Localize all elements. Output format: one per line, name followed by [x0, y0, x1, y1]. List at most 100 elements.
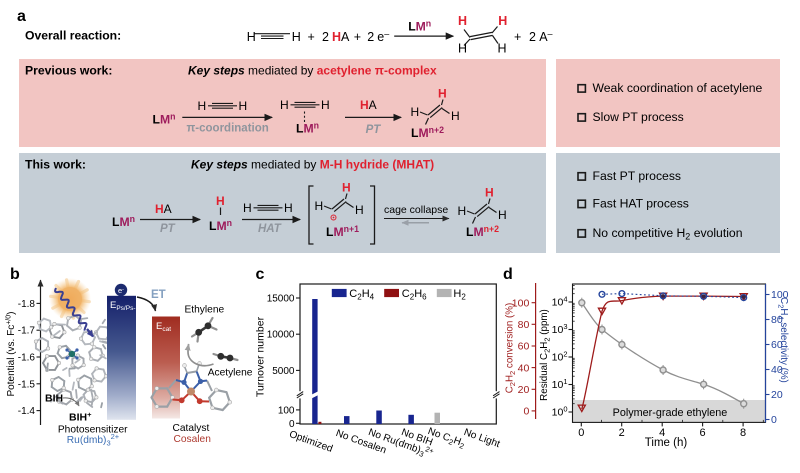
svg-text:H: H	[498, 14, 507, 28]
svg-text:20: 20	[518, 384, 530, 396]
svg-text:This work:: This work:	[25, 158, 86, 172]
svg-text:H: H	[498, 42, 507, 56]
svg-text:101: 101	[552, 377, 568, 391]
svg-text:Catalyst: Catalyst	[173, 423, 210, 434]
svg-text:H: H	[292, 30, 301, 44]
svg-text:15000: 15000	[267, 294, 295, 305]
svg-text:100: 100	[552, 405, 568, 419]
svg-text:BIH: BIH	[45, 393, 63, 405]
svg-text:LMn: LMn	[408, 19, 431, 34]
svg-text:Fast PT process: Fast PT process	[593, 169, 682, 183]
svg-text:No competitive H2 evolution: No competitive H2 evolution	[593, 226, 743, 242]
svg-text:2: 2	[322, 30, 329, 44]
svg-text:Optimized: Optimized	[288, 429, 334, 455]
svg-text:0: 0	[289, 419, 295, 430]
svg-text:A–: A–	[539, 29, 552, 45]
svg-text:H: H	[198, 99, 207, 113]
svg-text:H: H	[355, 203, 364, 217]
svg-text:80: 80	[518, 319, 530, 331]
svg-text:H: H	[411, 105, 420, 119]
svg-text:0: 0	[578, 427, 584, 439]
svg-text:C2H4: C2H4	[349, 288, 374, 302]
svg-text:PT: PT	[366, 124, 382, 136]
svg-text:-1.5: -1.5	[18, 379, 36, 390]
svg-text:H: H	[280, 98, 289, 112]
svg-text:H: H	[458, 204, 467, 218]
svg-text:H: H	[451, 109, 460, 123]
svg-text:0: 0	[771, 414, 777, 426]
svg-text:-1.7: -1.7	[18, 326, 36, 337]
svg-text:C2H2 conversion (%): C2H2 conversion (%)	[505, 303, 518, 394]
svg-text:60: 60	[518, 341, 530, 353]
svg-text:C2H6: C2H6	[402, 288, 427, 302]
svg-text:2: 2	[619, 427, 625, 439]
svg-text:H2: H2	[453, 288, 466, 302]
svg-text:+: +	[354, 30, 361, 44]
svg-text:Acetylene: Acetylene	[208, 368, 253, 379]
svg-text:Polymer-grade ethylene: Polymer-grade ethylene	[613, 407, 728, 419]
svg-text:H: H	[438, 87, 447, 101]
svg-text:HAT: HAT	[258, 223, 282, 235]
svg-text:H: H	[216, 194, 225, 208]
svg-text:Previous work:: Previous work:	[25, 64, 112, 78]
svg-text:40: 40	[518, 362, 530, 374]
svg-text:c: c	[256, 266, 265, 283]
svg-text:100: 100	[278, 405, 295, 416]
svg-text:A: A	[341, 30, 350, 44]
svg-text:Time (h): Time (h)	[645, 437, 688, 449]
svg-text:Fast HAT process: Fast HAT process	[593, 197, 689, 211]
svg-text:-1.6: -1.6	[18, 353, 36, 364]
svg-text:Overall reaction:: Overall reaction:	[25, 29, 121, 43]
svg-text:H: H	[458, 42, 467, 56]
svg-text:BIH+: BIH+	[69, 410, 92, 424]
svg-text:-1.8: -1.8	[18, 299, 36, 310]
svg-text:Slow PT process: Slow PT process	[593, 110, 684, 124]
svg-text:e–: e–	[377, 29, 389, 45]
svg-text:Turnover number: Turnover number	[255, 316, 267, 397]
svg-text:6: 6	[700, 427, 706, 439]
svg-text:H: H	[243, 201, 252, 215]
svg-text:20: 20	[771, 389, 783, 401]
svg-text:H: H	[247, 30, 256, 44]
svg-text:+: +	[308, 30, 315, 44]
svg-text:HA: HA	[360, 98, 377, 112]
svg-text:H: H	[332, 30, 341, 44]
svg-text:Key steps mediated by acetylen: Key steps mediated by acetylene π-comple…	[188, 64, 437, 78]
svg-text:103: 103	[552, 322, 568, 336]
svg-text:H: H	[321, 98, 330, 112]
svg-text:H: H	[284, 201, 293, 215]
svg-text:H: H	[239, 99, 248, 113]
svg-text:b: b	[10, 266, 20, 283]
svg-text:Cosalen: Cosalen	[174, 434, 211, 445]
svg-text:PT: PT	[160, 223, 176, 235]
svg-text:2: 2	[367, 30, 374, 44]
svg-text:Weak coordination of acetylene: Weak coordination of acetylene	[593, 81, 763, 95]
svg-text:+: +	[514, 30, 521, 44]
svg-text:Residual C2H2 (ppm): Residual C2H2 (ppm)	[539, 309, 552, 401]
svg-text:H: H	[498, 208, 507, 222]
svg-text:10000: 10000	[267, 330, 295, 341]
svg-text:H: H	[342, 181, 351, 195]
svg-text:H: H	[458, 14, 467, 28]
svg-text:8: 8	[740, 427, 746, 439]
svg-text:Ru(dmb)32+: Ru(dmb)32+	[67, 432, 120, 448]
svg-text:102: 102	[552, 350, 568, 364]
svg-text:Potential (vs. Fc+/0): Potential (vs. Fc+/0)	[6, 312, 18, 397]
svg-text:-1.4: -1.4	[18, 406, 36, 417]
svg-text:Ethylene: Ethylene	[185, 305, 225, 316]
svg-text:5000: 5000	[272, 366, 295, 377]
svg-text:π-coordination: π-coordination	[187, 123, 269, 135]
svg-text:a: a	[17, 8, 26, 25]
svg-text:HA: HA	[155, 202, 172, 216]
svg-text:2: 2	[529, 30, 536, 44]
svg-text:H: H	[315, 199, 324, 213]
svg-text:C2H4 selectivity (%): C2H4 selectivity (%)	[777, 297, 790, 383]
svg-text:Key steps mediated by M-H hydr: Key steps mediated by M-H hydride (MHAT)	[191, 158, 434, 172]
svg-text:104: 104	[552, 295, 568, 309]
svg-text:0: 0	[523, 406, 529, 418]
svg-text:H: H	[485, 186, 494, 200]
svg-text:No Light: No Light	[462, 427, 501, 450]
svg-text:d: d	[503, 266, 513, 283]
svg-text:ET: ET	[151, 289, 166, 301]
svg-text:cage collapse: cage collapse	[384, 204, 448, 216]
